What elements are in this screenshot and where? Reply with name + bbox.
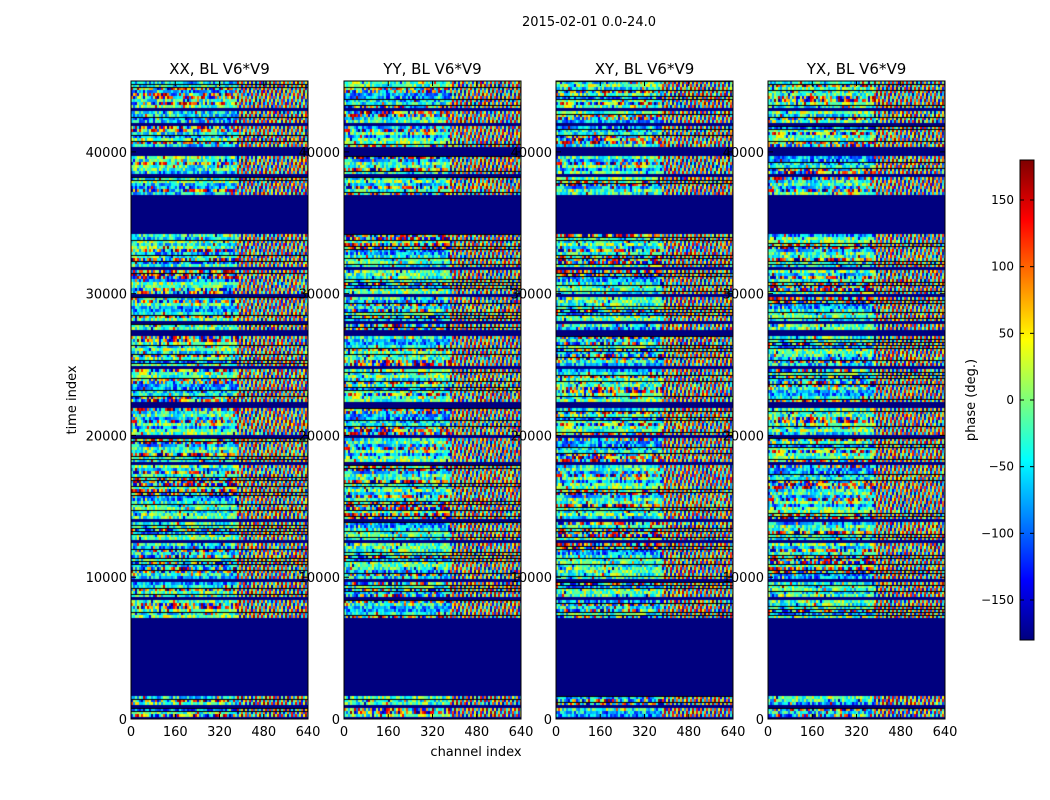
y-tick-label: 0 [119,713,127,728]
x-tick-label: 640 [721,725,746,740]
y-tick-label: 30000 [511,288,552,303]
panel-title: XX, BL V6*V9 [169,60,270,78]
x-tick-label: 320 [844,725,869,740]
panels: XX, BL V6*V9XX, BL V6*V90 160 320 480 640010… [86,60,958,740]
x-tick-label: 480 [888,725,913,740]
x-tick-label: 640 [296,725,321,740]
x-tick-label: 160 [588,725,613,740]
heatmap-panel: XY, BL V6*V9XY, BL V6*V90 160 320 480 640010… [511,60,746,740]
x-tick-label: 320 [420,725,445,740]
y-tick-label: 20000 [511,429,552,444]
figure-suptitle: 2015-02-01 0.0-24.0 [522,15,656,30]
colorbar-tick-label: −150 [981,593,1014,607]
y-tick-label: 40000 [723,146,764,161]
heatmap-panel: YY, BL V6*V9YY, BL V6*V90 160 320 480 640010… [299,60,534,740]
y-tick-label: 20000 [723,429,764,444]
y-tick-label: 30000 [299,288,340,303]
y-tick-label: 40000 [86,146,127,161]
x-tick-label: 480 [464,725,489,740]
x-tick-label: 640 [933,725,958,740]
y-tick-label: 0 [332,713,340,728]
x-tick-label: 320 [632,725,657,740]
x-tick-label: 480 [676,725,701,740]
y-tick-label: 0 [756,713,764,728]
heatmap-panel: YX, BL V6*V9YX, BL V6*V90 160 320 480 640010… [723,60,958,740]
colorbar-tick-label: 150 [991,193,1014,207]
colorbar-ticks: −150 −100 −50 0 50 100 150 [981,193,1034,607]
heatmap-image [556,81,733,719]
x-axis-label: channel index [430,745,521,760]
x-tick-label: 480 [251,725,276,740]
heatmap-image [131,81,308,719]
colorbar-tick-label: −50 [989,460,1014,474]
y-tick-label: 20000 [86,429,127,444]
x-tick-label: 160 [376,725,401,740]
x-tick-label: 0 [764,725,772,740]
x-tick-label: 0 [127,725,135,740]
heatmap-panel: XX, BL V6*V9XX, BL V6*V90 160 320 480 640010… [86,60,321,740]
x-tick-label: 0 [552,725,560,740]
y-tick-label: 10000 [511,571,552,586]
panel-title: XY, BL V6*V9 [595,60,695,78]
y-tick-label: 0 [544,713,552,728]
y-tick-label: 10000 [86,571,127,586]
y-tick-label: 10000 [299,571,340,586]
colorbar: −150 −100 −50 0 50 100 150 phase (deg.) [964,159,1035,641]
y-tick-label: 20000 [299,429,340,444]
x-tick-label: 0 [340,725,348,740]
panel-title: YY, BL V6*V9 [382,60,481,78]
x-tick-label: 320 [207,725,232,740]
y-tick-label: 30000 [86,288,127,303]
colorbar-tick-label: 0 [1006,393,1014,407]
colorbar-label: phase (deg.) [964,359,979,441]
x-tick-label: 640 [509,725,534,740]
colorbar-tick-label: 50 [999,326,1014,340]
y-axis-label: time index [65,365,80,434]
y-tick-label: 10000 [723,571,764,586]
y-tick-label: 30000 [723,288,764,303]
x-tick-label: 160 [163,725,188,740]
y-tick-label: 40000 [299,146,340,161]
heatmap-image [768,81,945,719]
y-tick-label: 40000 [511,146,552,161]
colorbar-tick-label: 100 [991,260,1014,274]
colorbar-tick-label: −100 [981,526,1014,540]
x-tick-label: 160 [800,725,825,740]
panel-title: YX, BL V6*V9 [806,60,907,78]
heatmap-image [344,81,521,719]
